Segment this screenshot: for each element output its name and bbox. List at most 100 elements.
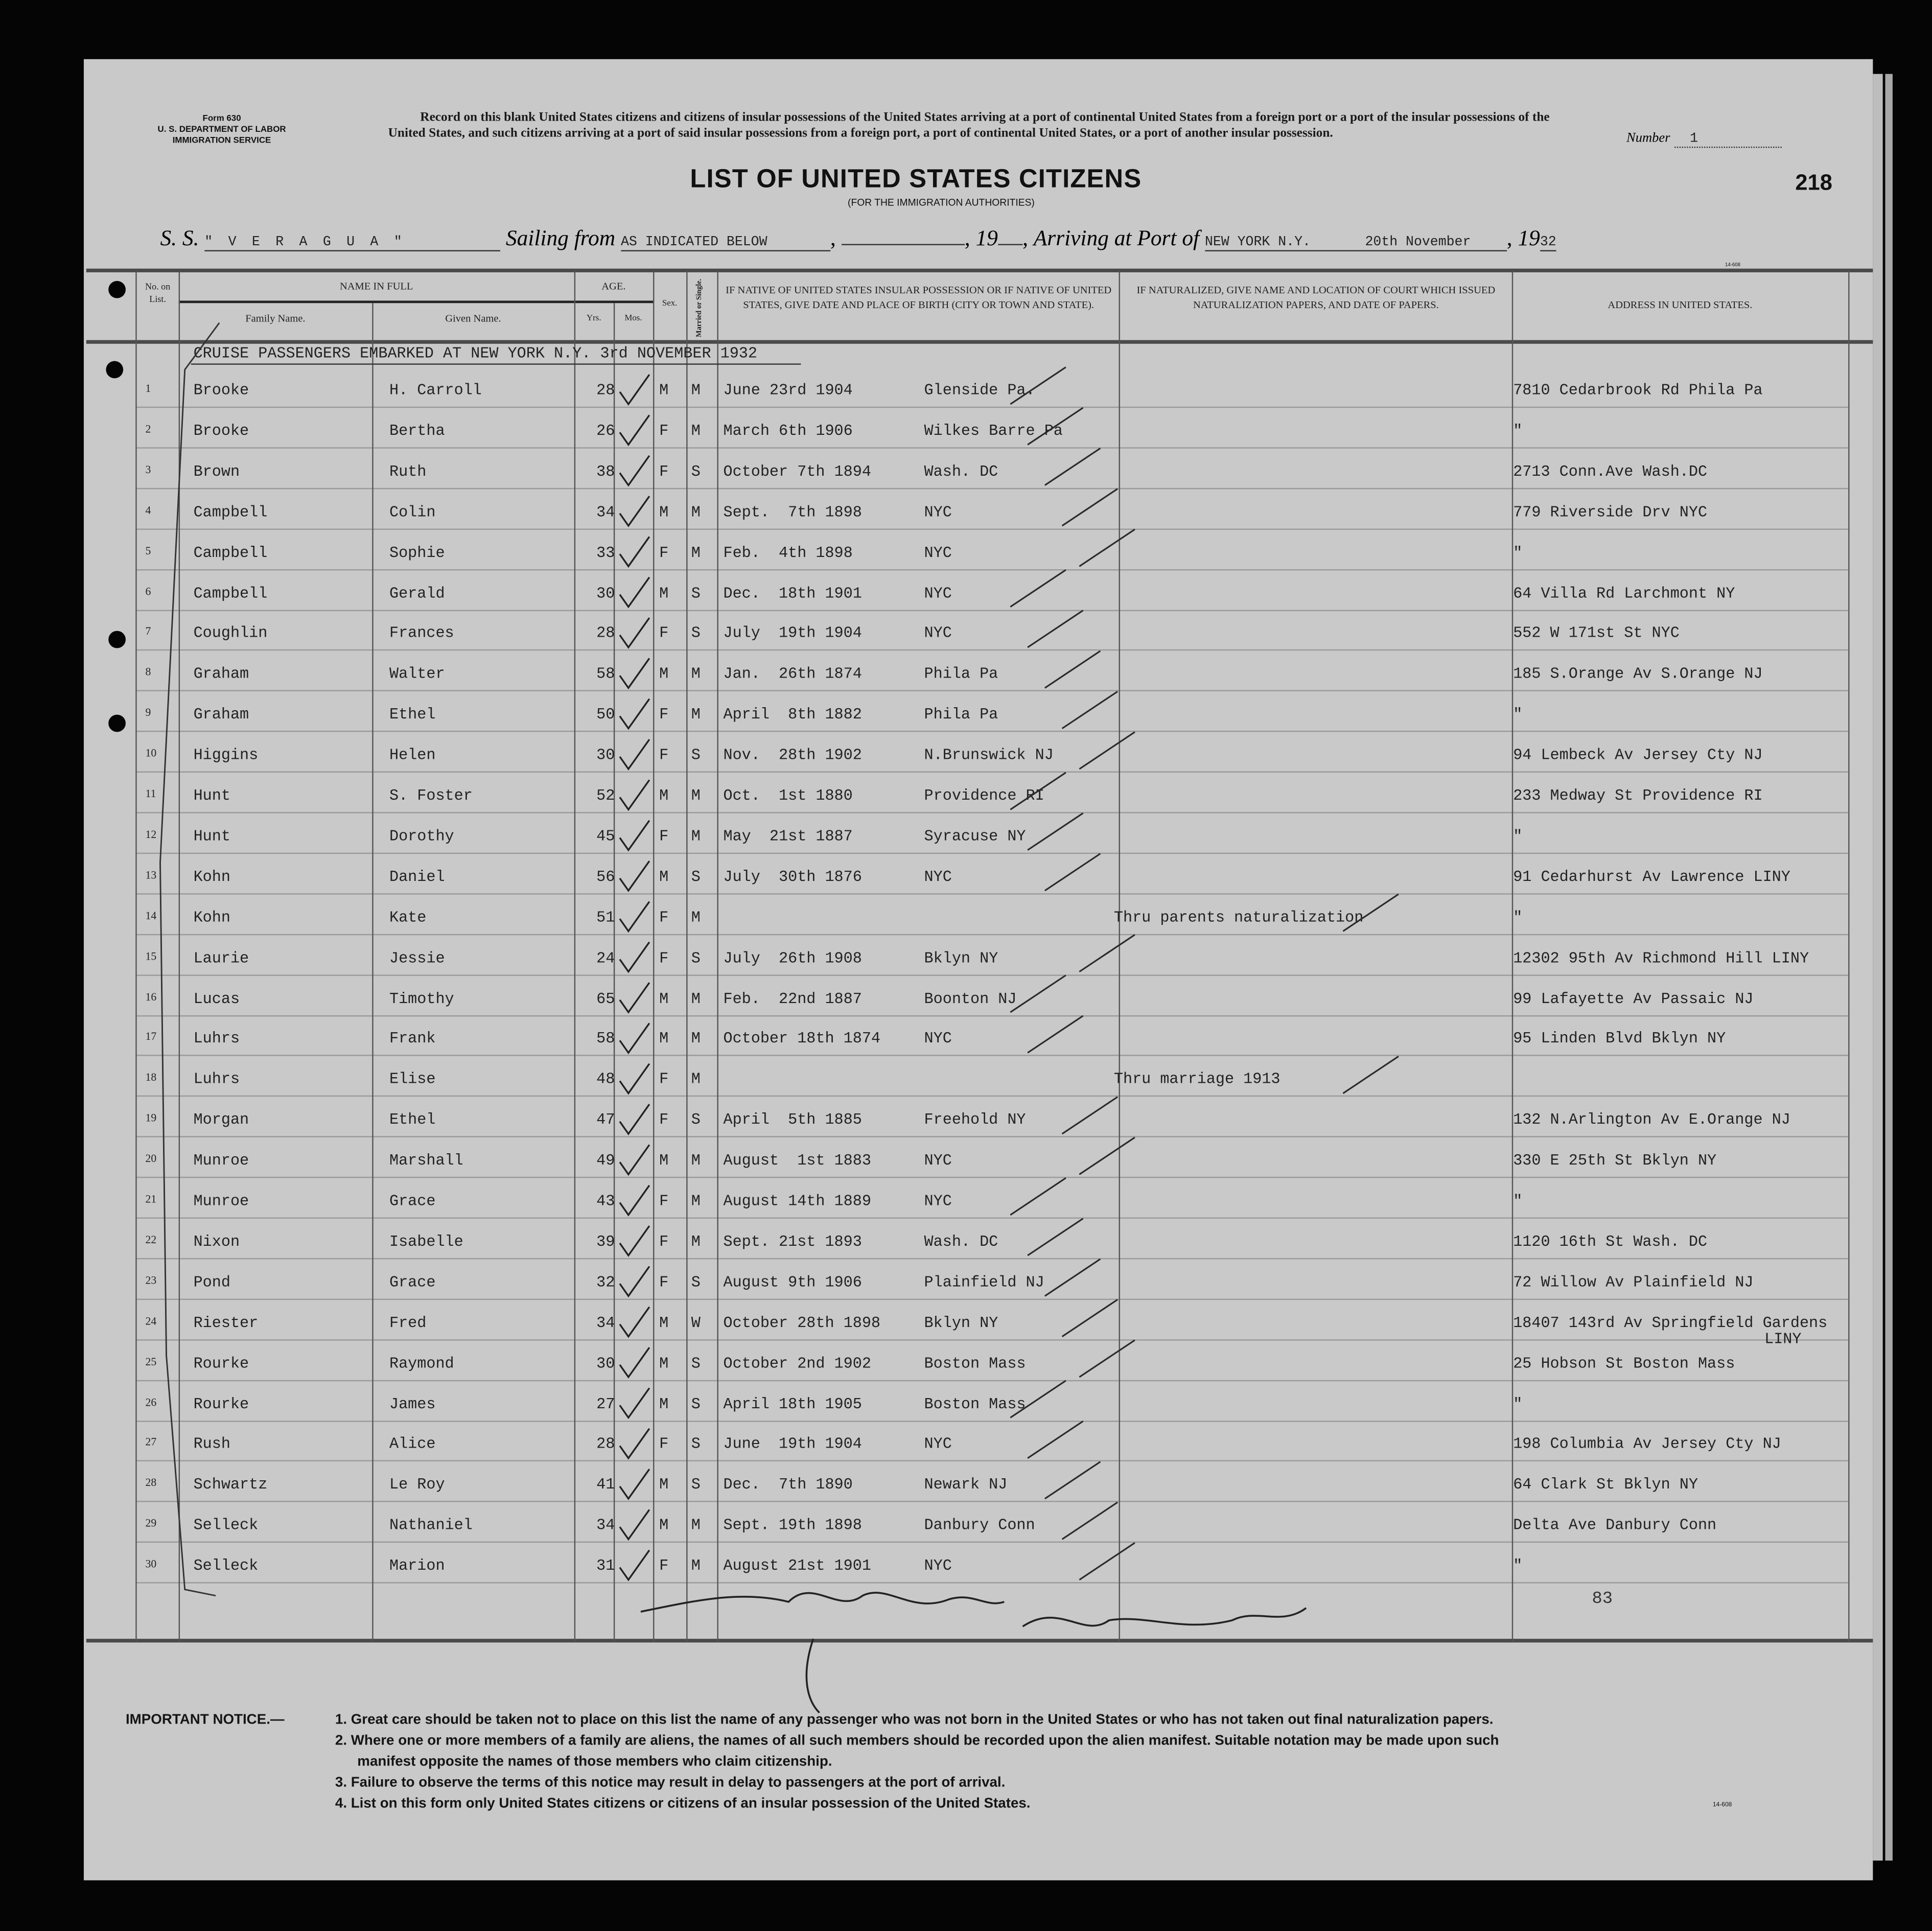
marital-status: S [691, 949, 701, 967]
given-name: Frances [389, 625, 454, 643]
column-rule [653, 271, 655, 1641]
given-name: Daniel [389, 868, 445, 886]
birth-date: Dec. 18th 1901 [723, 585, 862, 602]
age-years: 34 [596, 503, 615, 521]
header-address: ADDRESS IN UNITED STATES. [1608, 298, 1753, 311]
check-mark-icon [619, 374, 650, 406]
birth-date: Nov. 28th 1902 [723, 747, 862, 764]
marital-status: M [691, 1030, 701, 1048]
family-name: Higgins [193, 747, 259, 764]
row-rule [135, 569, 1849, 570]
sex: M [659, 1152, 669, 1170]
birth-date: Dec. 7th 1890 [723, 1476, 853, 1494]
marital-status: M [691, 422, 701, 440]
address: 2713 Conn.Ave Wash.DC [1513, 463, 1708, 480]
sex: M [659, 1030, 669, 1048]
address: 72 Willow Av Plainfield NJ [1513, 1273, 1754, 1291]
marital-status: S [691, 1476, 701, 1494]
row-number: 3 [145, 463, 151, 476]
address: 1120 16th St Wash. DC [1513, 1233, 1708, 1251]
marital-status: M [691, 544, 701, 562]
table-row: 19 Morgan Ethel 47 F S April 5th 1885 Freehold … [0, 1112, 1873, 1136]
address-line2: LINY [1764, 1330, 1802, 1348]
family-name: Selleck [193, 1557, 259, 1575]
age-years: 38 [596, 463, 615, 480]
birth-place: NYC [924, 585, 952, 602]
arrival-date: 20th November [1365, 236, 1507, 251]
slash-mark-icon [1061, 1096, 1119, 1135]
marital-status: S [691, 1395, 701, 1413]
sex: M [659, 1517, 669, 1534]
family-name: Munroe [193, 1152, 249, 1170]
sex: F [659, 625, 669, 643]
address: 99 Lafayette Av Passaic NJ [1513, 990, 1754, 1008]
instructions: Record on this blank United States citiz… [388, 111, 1550, 140]
slash-mark-icon [1079, 1542, 1135, 1580]
marital-status: S [691, 463, 701, 480]
family-name: Lucas [193, 990, 240, 1008]
family-name: Graham [193, 706, 249, 724]
marital-status: S [691, 1111, 701, 1129]
voyage-line: S. S. " V E R A G U A " Sailing from AS … [160, 225, 1556, 251]
slash-mark-icon [1061, 1501, 1119, 1540]
birth-place: NYC [924, 1557, 952, 1575]
age-years: 30 [596, 1355, 615, 1372]
column-rule [717, 271, 718, 1641]
row-number: 18 [145, 1071, 157, 1084]
marital-status: S [691, 1436, 701, 1453]
slash-mark-icon [1079, 1136, 1135, 1175]
row-rule [135, 609, 1849, 611]
sex: F [659, 1193, 669, 1210]
marital-status: M [691, 787, 701, 805]
table-row: 28 Schwartz Le Roy 41 M S Dec. 7th 1890 Newark … [0, 1477, 1873, 1501]
birth-date: August 14th 1889 [723, 1193, 871, 1210]
punch-hole [108, 714, 126, 732]
name-age-rule [178, 300, 654, 304]
check-mark-icon [619, 941, 650, 973]
given-name: S. Foster [389, 787, 473, 805]
row-rule [135, 1501, 1849, 1503]
given-name: H. Carroll [389, 382, 482, 400]
notice-label: IMPORTANT NOTICE.— [125, 1712, 285, 1728]
sex: F [659, 1111, 669, 1129]
marital-status: M [691, 1071, 701, 1088]
birth-place: NYC [924, 625, 952, 643]
row-number: 8 [145, 665, 151, 678]
table-top-rule [86, 268, 1873, 272]
address: 7810 Cedarbrook Rd Phila Pa [1513, 382, 1763, 400]
family-name: Hunt [193, 787, 230, 805]
age-years: 56 [596, 868, 615, 886]
row-rule [135, 1460, 1849, 1462]
family-name: Laurie [193, 949, 249, 967]
birth-place: NYC [924, 1436, 952, 1453]
address: 132 N.Arlington Av E.Orange NJ [1513, 1111, 1790, 1129]
check-mark-icon [619, 1104, 650, 1135]
family-name: Campbell [193, 585, 268, 602]
row-number: 20 [145, 1152, 157, 1165]
slash-mark-icon [1044, 650, 1101, 689]
row-number: 22 [145, 1233, 157, 1246]
row-number: 7 [145, 625, 151, 638]
birth-place: NYC [924, 1193, 952, 1210]
check-mark-icon [619, 1428, 650, 1460]
age-years: 43 [596, 1193, 615, 1210]
family-name: Campbell [193, 544, 268, 562]
sex: F [659, 747, 669, 764]
slash-mark-icon [1027, 407, 1084, 446]
row-rule [135, 812, 1849, 813]
given-name: Gerald [389, 585, 445, 602]
print-code: 14-608 [1725, 261, 1741, 268]
family-name: Rush [193, 1436, 230, 1453]
check-mark-icon [619, 496, 650, 527]
marital-status: S [691, 747, 701, 764]
row-number: 10 [145, 747, 157, 759]
row-number: 30 [145, 1557, 157, 1570]
marital-status: S [691, 625, 701, 643]
notice-item: 1. Great care should be taken not to pla… [335, 1712, 1494, 1728]
notice-item: 4. List on this form only United States … [335, 1796, 1031, 1811]
row-rule [135, 893, 1849, 895]
birth-place: Boonton NJ [924, 990, 1017, 1008]
row-number: 25 [145, 1355, 157, 1367]
birth-date: March 6th 1906 [723, 422, 853, 440]
birth-place: Plainfield NJ [924, 1273, 1044, 1291]
